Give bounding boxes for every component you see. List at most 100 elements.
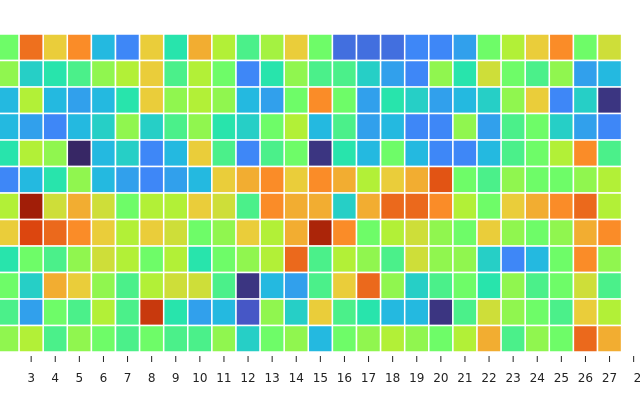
heatmap-cell — [524, 33, 551, 62]
heatmap-cell — [42, 59, 69, 88]
heatmap-cell — [355, 86, 382, 115]
heatmap-cell — [596, 139, 623, 168]
heatmap-cell — [283, 165, 310, 194]
heatmap-cell — [42, 245, 69, 274]
heatmap-cell — [307, 271, 334, 300]
heatmap-cell — [66, 245, 93, 274]
heatmap-cell — [307, 192, 334, 221]
heatmap-cell — [187, 298, 213, 327]
heatmap-cell — [428, 218, 454, 247]
heatmap-cell — [500, 33, 526, 62]
heatmap-cell — [211, 324, 237, 353]
heatmap-cell — [138, 271, 165, 300]
heatmap-cell — [18, 33, 44, 62]
heatmap-cell — [307, 112, 334, 141]
heatmap-cell — [428, 112, 454, 141]
heatmap-cell — [500, 86, 526, 115]
heatmap-cell — [187, 245, 213, 274]
heatmap-cell — [259, 298, 285, 327]
heatmap-cell — [548, 192, 575, 221]
heatmap-cell — [403, 33, 430, 62]
heatmap-cell — [428, 59, 454, 88]
heatmap-cell — [0, 192, 20, 221]
heatmap-cell — [42, 112, 69, 141]
heatmap-cell — [379, 59, 406, 88]
x-tick-label: 6 — [100, 371, 108, 385]
heatmap-cell — [66, 33, 93, 62]
heatmap-cell — [114, 33, 141, 62]
heatmap-cell — [476, 165, 502, 194]
heatmap-cell — [452, 324, 478, 353]
heatmap-cell — [138, 218, 165, 247]
heatmap-cell — [524, 86, 551, 115]
heatmap-cell — [187, 59, 213, 88]
heatmap-cell — [476, 298, 502, 327]
heatmap-cell — [428, 165, 454, 194]
heatmap-cell — [524, 245, 551, 274]
heatmap-cell — [259, 245, 285, 274]
heatmap-cell — [66, 112, 93, 141]
heatmap-cell — [524, 324, 551, 353]
heatmap-cell — [283, 86, 310, 115]
heatmap-cell — [18, 218, 44, 247]
heatmap-cell — [0, 245, 20, 274]
heatmap-cell — [0, 324, 20, 353]
heatmap-cell — [283, 139, 310, 168]
heatmap-cell — [211, 271, 237, 300]
heatmap-cell — [500, 192, 526, 221]
heatmap-cell — [162, 139, 189, 168]
heatmap-cell — [596, 271, 623, 300]
x-tick-label: 14 — [289, 371, 304, 385]
heatmap-cell — [331, 59, 358, 88]
heatmap-cell — [596, 165, 623, 194]
heatmap-cell — [66, 298, 93, 327]
heatmap-cell — [379, 33, 406, 62]
heatmap-cell — [235, 271, 261, 300]
heatmap-cell — [452, 33, 478, 62]
heatmap-cell — [355, 245, 382, 274]
heatmap-cell — [211, 59, 237, 88]
heatmap-cell — [500, 139, 526, 168]
heatmap-cell — [235, 218, 261, 247]
heatmap-cell — [476, 245, 502, 274]
heatmap-cell — [211, 139, 237, 168]
heatmap-cell — [114, 298, 141, 327]
heatmap-cell — [283, 324, 310, 353]
heatmap-cell — [66, 139, 93, 168]
heatmap-cell — [548, 298, 575, 327]
heatmap-cell — [90, 112, 117, 141]
heatmap-cell — [428, 298, 454, 327]
heatmap-cell — [162, 112, 189, 141]
heatmap-cell — [187, 271, 213, 300]
heatmap-cell — [331, 245, 358, 274]
heatmap-cell — [403, 112, 430, 141]
heatmap-cell — [307, 33, 334, 62]
heatmap-cell — [0, 86, 20, 115]
heatmap-cell — [162, 298, 189, 327]
heatmap-cell — [283, 298, 310, 327]
heatmap-cell — [114, 218, 141, 247]
heatmap-cell — [90, 218, 117, 247]
heatmap-cell — [379, 271, 406, 300]
heatmap-cell — [18, 192, 44, 221]
heatmap-cell — [66, 59, 93, 88]
heatmap-cell — [355, 139, 382, 168]
heatmap-cell — [0, 298, 20, 327]
heatmap-cell — [90, 192, 117, 221]
heatmap-cell — [114, 139, 141, 168]
heatmap-cell — [211, 218, 237, 247]
heatmap-cell — [187, 324, 213, 353]
heatmap-cell — [259, 139, 285, 168]
x-tick-label: 15 — [313, 371, 328, 385]
heatmap-cell — [331, 218, 358, 247]
heatmap-cell — [283, 112, 310, 141]
x-tick-label: 18 — [385, 371, 400, 385]
x-tick-label: 10 — [192, 371, 207, 385]
heatmap-cell — [452, 192, 478, 221]
heatmap-cell — [90, 86, 117, 115]
heatmap-cell — [42, 271, 69, 300]
heatmap-cell — [162, 192, 189, 221]
heatmap-cell — [114, 324, 141, 353]
heatmap-cell — [548, 112, 575, 141]
heatmap-cell — [596, 192, 623, 221]
